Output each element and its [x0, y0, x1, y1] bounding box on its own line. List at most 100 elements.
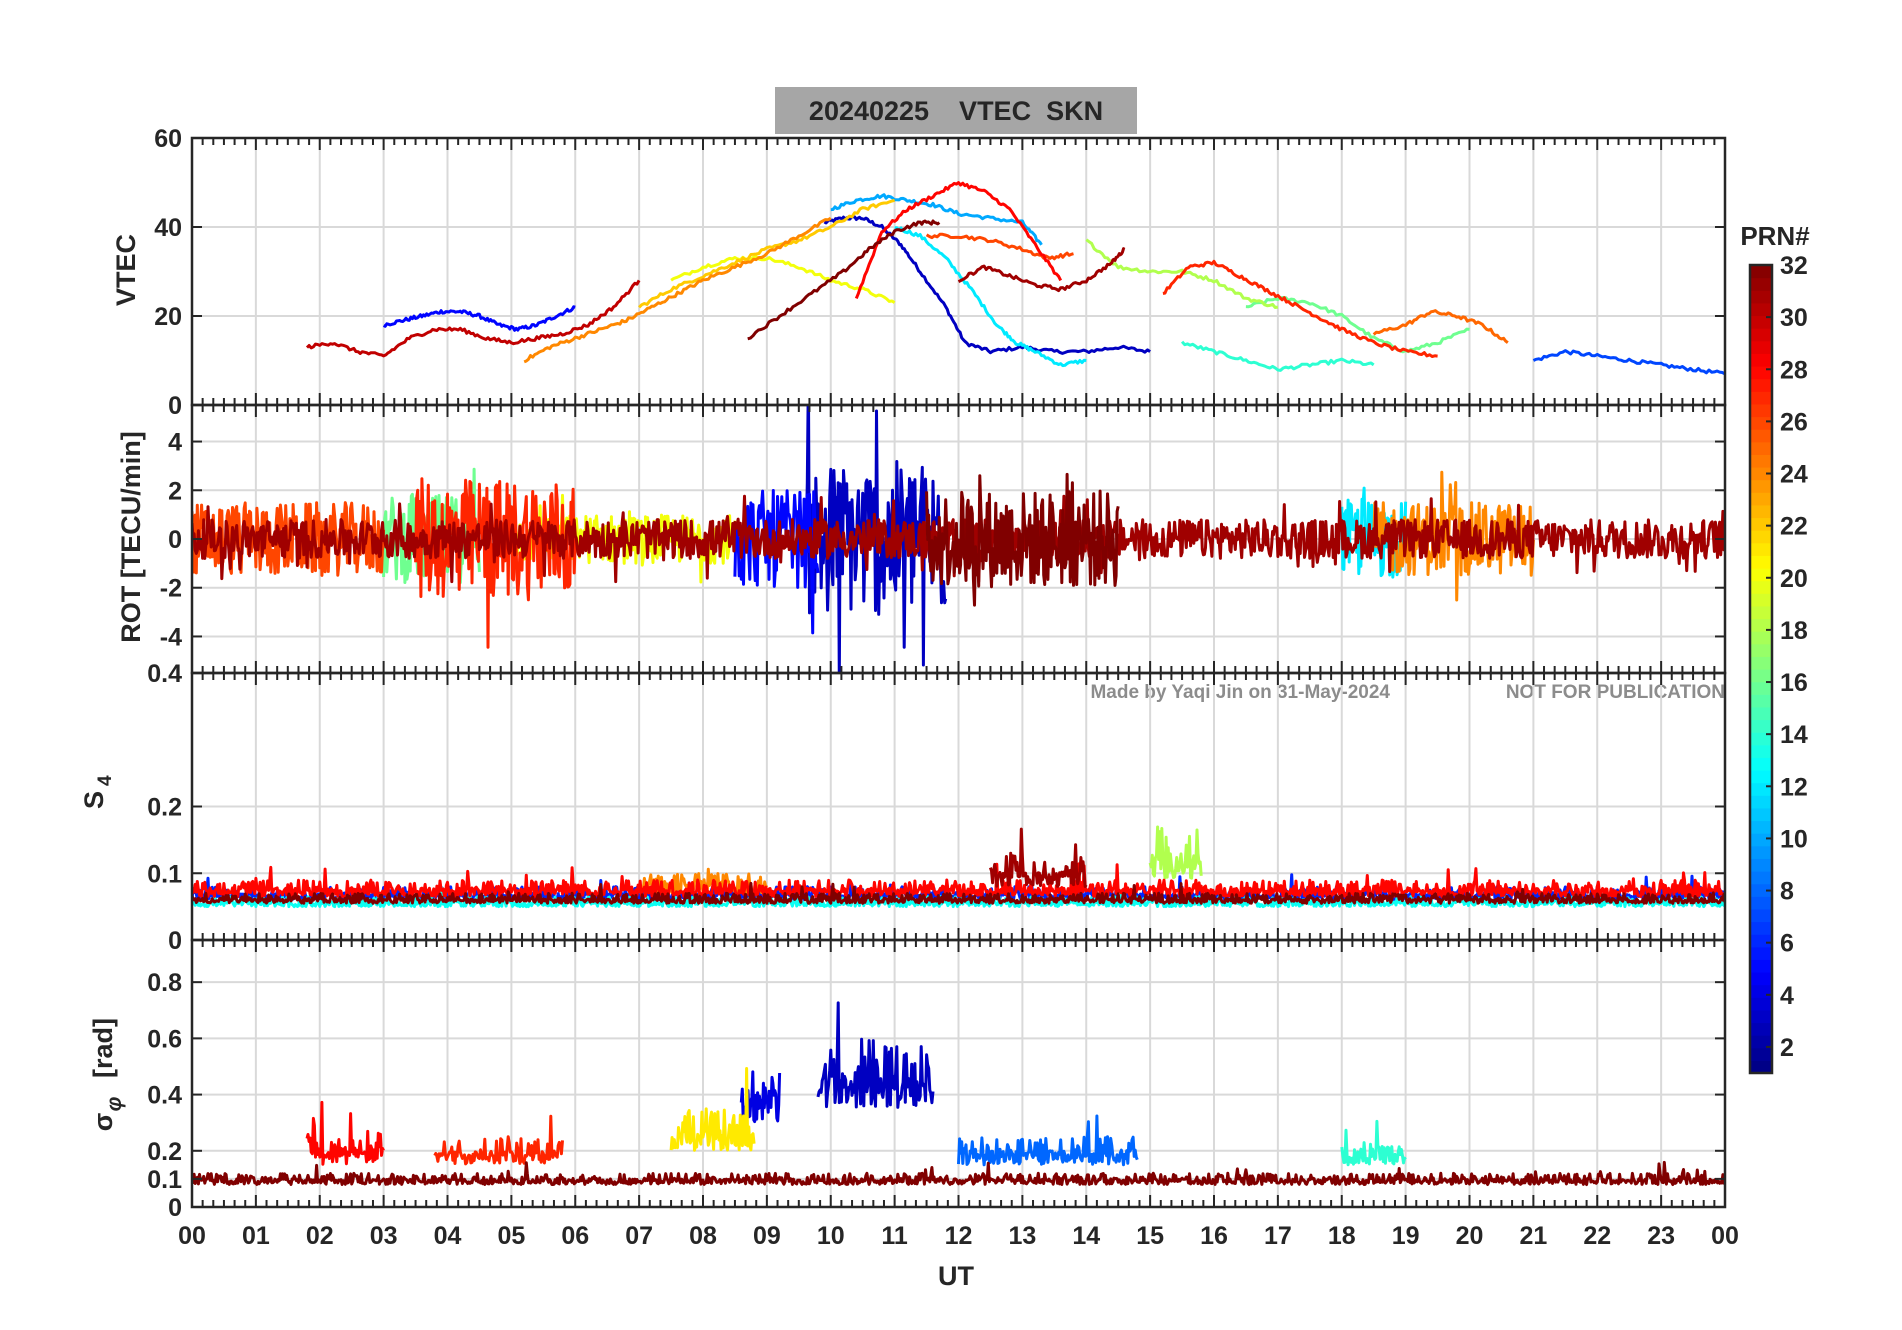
colorbar-tick-label: 30	[1780, 304, 1808, 332]
colorbar-label: PRN#	[1740, 221, 1810, 251]
x-tick-label: 00	[178, 1222, 206, 1250]
series-prn-31	[957, 247, 1126, 293]
colorbar-segment	[1750, 694, 1772, 708]
colorbar-segment	[1750, 669, 1772, 683]
x-tick-label: 15	[1136, 1222, 1164, 1250]
colorbar-segment	[1750, 265, 1772, 279]
colorbar-segment	[1750, 315, 1772, 329]
colorbar-segment	[1750, 353, 1772, 367]
series-prn-27	[1162, 259, 1438, 358]
series-prn-10	[830, 193, 1043, 246]
colorbar-segment	[1750, 504, 1772, 519]
series-group	[192, 1001, 1725, 1186]
y-tick-label: 0.2	[147, 794, 182, 822]
colorbar-tick-label: 18	[1780, 617, 1808, 645]
colorbar-segment	[1750, 568, 1772, 582]
colorbar-tick-label: 20	[1780, 565, 1808, 593]
x-tick-label: 18	[1328, 1222, 1356, 1250]
colorbar-segment	[1750, 1035, 1772, 1049]
colorbar-segment	[1750, 934, 1772, 948]
colorbar-segment	[1750, 845, 1772, 859]
x-tick-label: 21	[1519, 1222, 1547, 1250]
series-prn-32	[192, 1160, 1725, 1186]
y-tick-label: 0.1	[147, 860, 182, 888]
chart-title: 20240225 VTEC SKN	[809, 96, 1103, 126]
series-prn-25	[1372, 309, 1509, 344]
colorbar-segment	[1750, 454, 1772, 468]
y-tick-label: -2	[160, 575, 182, 603]
s4-ylabel-main: S	[79, 791, 109, 809]
x-tick-label: 08	[689, 1222, 717, 1250]
colorbar-segment	[1750, 833, 1772, 847]
colorbar-segment	[1750, 997, 1772, 1011]
series-prn-24	[523, 216, 832, 364]
y-tick-label: 20	[154, 303, 182, 331]
x-tick-label: 20	[1456, 1222, 1484, 1250]
colorbar-segment	[1750, 378, 1772, 392]
x-tick-label: 02	[306, 1222, 334, 1250]
x-tick-label: 07	[625, 1222, 653, 1250]
sigma-ylabel-sub: φ	[103, 1096, 126, 1111]
y-tick-label: 0	[168, 927, 182, 955]
colorbar-segment	[1750, 959, 1772, 973]
colorbar-segment	[1750, 479, 1772, 493]
colorbar-tick-label: 26	[1780, 408, 1808, 436]
colorbar-segment	[1750, 820, 1772, 834]
series-group	[192, 405, 1725, 673]
y-tick-label: -4	[160, 623, 182, 651]
colorbar-segment	[1750, 732, 1772, 746]
x-tick-label: 10	[817, 1222, 845, 1250]
colorbar-segment	[1750, 1022, 1772, 1036]
vtec-ylabel: VTEC	[111, 234, 141, 306]
x-tick-label: 12	[945, 1222, 973, 1250]
colorbar-tick-label: 6	[1780, 930, 1794, 958]
x-tick-label: 23	[1647, 1222, 1675, 1250]
colorbar-segment	[1750, 441, 1772, 455]
series-prn-28	[192, 862, 1725, 899]
series-prn-32	[925, 472, 1120, 607]
colorbar-segment	[1750, 1047, 1772, 1061]
series-prn-21	[669, 1067, 756, 1152]
x-axis-label: UT	[938, 1261, 974, 1291]
colorbar-segment	[1750, 631, 1772, 645]
series-prn-32	[747, 219, 941, 341]
y-tick-label: 0.4	[147, 1082, 182, 1110]
colorbar-tick-label: 24	[1780, 461, 1808, 489]
colorbar-segment	[1750, 580, 1772, 594]
series-prn-5	[733, 489, 820, 635]
x-tick-label: 01	[242, 1222, 270, 1250]
colorbar-segment	[1750, 366, 1772, 380]
series-prn-31	[988, 827, 1088, 888]
colorbar-segment	[1750, 492, 1772, 506]
series-prn-3	[803, 405, 948, 673]
colorbar-segment	[1750, 340, 1772, 354]
colorbar-segment	[1750, 542, 1772, 556]
y-tick-label: 0.1	[147, 1166, 182, 1194]
colorbar-segment	[1750, 618, 1772, 632]
colorbar-tick-label: 16	[1780, 669, 1808, 697]
y-tick-label: 40	[154, 214, 182, 242]
colorbar-tick-label: 10	[1780, 825, 1808, 853]
x-tick-label: 03	[370, 1222, 398, 1250]
colorbar-segment	[1750, 744, 1772, 758]
series-prn-30	[305, 279, 641, 358]
series-prn-18	[1148, 825, 1203, 880]
series-group	[305, 181, 1725, 376]
sigma-ylabel-units: [rad]	[88, 1018, 118, 1078]
colorbar-segment	[1750, 807, 1772, 822]
colorbar-segment	[1750, 782, 1772, 796]
y-tick-label: 0	[168, 526, 182, 554]
y-tick-label: 0.4	[147, 660, 182, 688]
series-prn-20	[670, 255, 896, 304]
colorbar-segment	[1750, 328, 1772, 342]
series-prn-5	[382, 305, 576, 332]
series-group	[192, 825, 1725, 909]
title-box	[775, 87, 1137, 134]
colorbar-segment	[1750, 770, 1772, 784]
colorbar-segment	[1750, 656, 1772, 670]
series-prn-3	[823, 215, 1151, 355]
colorbar-tick-label: 14	[1780, 721, 1808, 749]
